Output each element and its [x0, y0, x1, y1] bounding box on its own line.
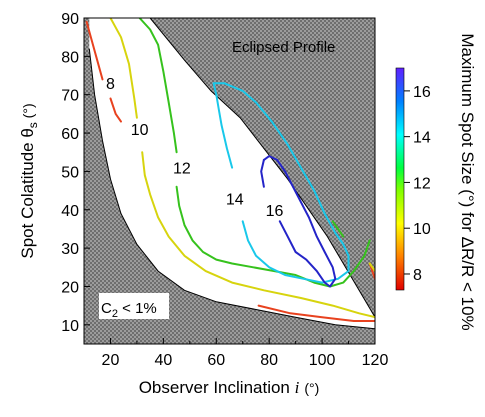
- x-axis-title-unit: (°): [304, 380, 319, 396]
- y-tick-label: 90: [61, 11, 79, 28]
- contour-line-14: [212, 82, 350, 284]
- contour-line-8: [257, 304, 375, 322]
- y-axis-title-text: Spot Colatitude θ: [18, 128, 37, 258]
- contour-line-10: [141, 151, 375, 319]
- colorbar-tick-label: 12: [413, 175, 431, 192]
- y-tick-label: 40: [61, 203, 79, 220]
- colorbar: 8 10 12 14 16 Maximum Spot Size (°) for ΔR/R…: [395, 33, 477, 331]
- c2-label-background: [99, 293, 169, 319]
- x-tick-label: 20: [102, 352, 120, 369]
- plot-frame: [83, 17, 376, 345]
- c2-boundary-line: [88, 48, 375, 330]
- y-tick-label: 70: [61, 88, 79, 105]
- contour-label-16: 16: [266, 203, 284, 220]
- y-tick-label: 10: [61, 318, 79, 335]
- c2-label-sub: 2: [112, 308, 118, 320]
- c2-label-rest: < 1%: [118, 300, 157, 317]
- y-axis-title-unit: (°): [20, 103, 36, 122]
- x-tick-label: 120: [362, 352, 389, 369]
- x-axis-title: Observer Inclination i (°): [139, 378, 320, 397]
- contour-line-16: [262, 155, 337, 288]
- svg-text:C2 < 1%: C2 < 1%: [101, 300, 157, 320]
- contour-line-8: [109, 97, 122, 123]
- contour-line-14: [215, 93, 234, 169]
- contour-line-10: [368, 262, 375, 273]
- y-tick-label: 20: [61, 279, 79, 296]
- y-axis-title: Spot Colatitude θs (°): [18, 103, 40, 258]
- x-tick-label: 60: [207, 352, 225, 369]
- x-axis: 20 40 60 80 100 120: [83, 338, 389, 369]
- c2-label-main: C: [101, 300, 112, 317]
- eclipsed-boundary-line: [149, 18, 375, 318]
- contour-label-12: 12: [173, 161, 191, 178]
- contour-labels: 8 10 12 14 16: [106, 76, 283, 220]
- y-tick-label: 60: [61, 126, 79, 143]
- x-tick-label: 40: [154, 352, 172, 369]
- contour-line-8: [85, 20, 104, 81]
- c2-region-label: C2 < 1%: [99, 293, 169, 320]
- y-axis-title-sub: s: [26, 122, 40, 128]
- contour-line-10: [109, 18, 138, 119]
- colorbar-ticks: 8 10 12 14 16: [404, 84, 431, 284]
- colorbar-title: Maximum Spot Size (°) for ΔR/R < 10%: [458, 33, 477, 330]
- contour-label-8: 8: [106, 76, 115, 93]
- contour-label-10: 10: [131, 122, 149, 139]
- eclipsed-region-label: Eclipsed Profile: [232, 39, 335, 56]
- y-axis: 10 20 30 40 50 60 70 80 90: [61, 11, 90, 335]
- x-tick-label: 100: [309, 352, 336, 369]
- contour-line-12: [138, 18, 178, 154]
- contour-label-14: 14: [226, 191, 244, 208]
- x-axis-title-symbol: i: [295, 378, 300, 397]
- contour-line-12: [331, 220, 345, 238]
- x-tick-label: 80: [260, 352, 278, 369]
- contour-line-16: [260, 158, 265, 188]
- colorbar-tick-label: 10: [413, 221, 431, 238]
- colorbar-tick-label: 14: [413, 130, 431, 147]
- x-axis-title-text: Observer Inclination: [139, 378, 295, 397]
- contour-lines: [85, 18, 375, 322]
- y-tick-label: 30: [61, 241, 79, 258]
- contour-line-12: [175, 185, 371, 288]
- eclipsed-region: [150, 18, 375, 318]
- colorbar-tick-label: 8: [413, 267, 422, 284]
- colorbar-gradient: [395, 67, 405, 291]
- colorbar-tick-label: 16: [413, 84, 431, 101]
- y-tick-label: 50: [61, 164, 79, 181]
- y-tick-label: 80: [61, 49, 79, 66]
